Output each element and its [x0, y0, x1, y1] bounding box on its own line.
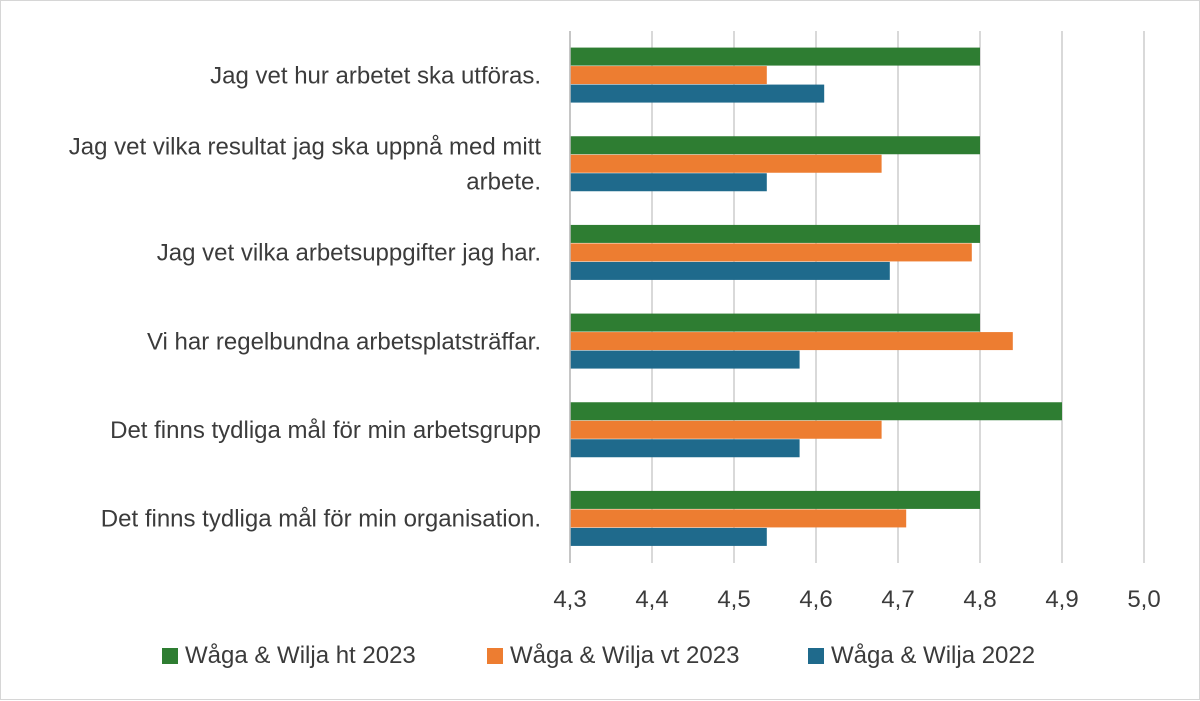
category-label: Det finns tydliga mål för min arbetsgrup…: [110, 417, 541, 444]
bar-1-4: [570, 313, 980, 332]
category-labels: Jag vet hur arbetet ska utföras. Jag vet …: [69, 62, 542, 532]
category-label: Jag vet vilka resultat jag ska uppnå med…: [69, 134, 542, 161]
bar-2-6: [570, 509, 907, 528]
bar-2-3: [570, 243, 972, 262]
x-tick-label: 4,8: [963, 586, 996, 613]
x-tick-label: 4,9: [1045, 586, 1078, 613]
bar-3-4: [570, 350, 800, 369]
legend-swatch: [487, 648, 503, 664]
gridlines: [569, 31, 1145, 563]
bar-3-3: [570, 261, 890, 280]
bar-2-4: [570, 332, 1013, 351]
bar-2-2: [570, 154, 882, 173]
category-label: Vi har regelbundna arbetsplatsträffar.: [147, 328, 541, 355]
x-tick-label: 4,5: [717, 586, 750, 613]
bar-1-6: [570, 490, 980, 509]
x-tick-label: 4,6: [799, 586, 832, 613]
category-label: arbete.: [466, 169, 541, 196]
bar-3-6: [570, 527, 767, 546]
category-label: Det finns tydliga mål för min organisati…: [101, 506, 541, 533]
legend-label: Wåga & Wilja vt 2023: [510, 642, 739, 669]
bar-3-2: [570, 173, 767, 192]
bar-3-5: [570, 439, 800, 458]
category-label: Jag vet vilka arbetsuppgifter jag har.: [157, 240, 541, 267]
legend: Wåga & Wilja ht 2023 Wåga & Wilja vt 2023…: [162, 642, 1035, 669]
legend-label: Wåga & Wilja ht 2023: [185, 642, 416, 669]
x-tick-label: 4,3: [553, 586, 586, 613]
category-label: Jag vet hur arbetet ska utföras.: [210, 62, 541, 89]
bar-2-5: [570, 420, 882, 439]
x-tick-label: 5,0: [1127, 586, 1160, 613]
bar-1-1: [570, 47, 980, 66]
bar-2-1: [570, 66, 767, 85]
x-tick-label: 4,4: [635, 586, 668, 613]
x-tick-label: 4,7: [881, 586, 914, 613]
bar-1-5: [570, 402, 1062, 421]
bar-1-3: [570, 224, 980, 243]
bar-3-1: [570, 84, 825, 103]
bars: [570, 47, 1062, 546]
bar-1-2: [570, 136, 980, 155]
tick-labels: 4,3 4,4 4,5 4,6 4,7 4,8 4,9 5,0: [553, 586, 1160, 613]
legend-swatch: [162, 648, 178, 664]
legend-label: Wåga & Wilja 2022: [831, 642, 1035, 669]
legend-swatch: [808, 648, 824, 664]
